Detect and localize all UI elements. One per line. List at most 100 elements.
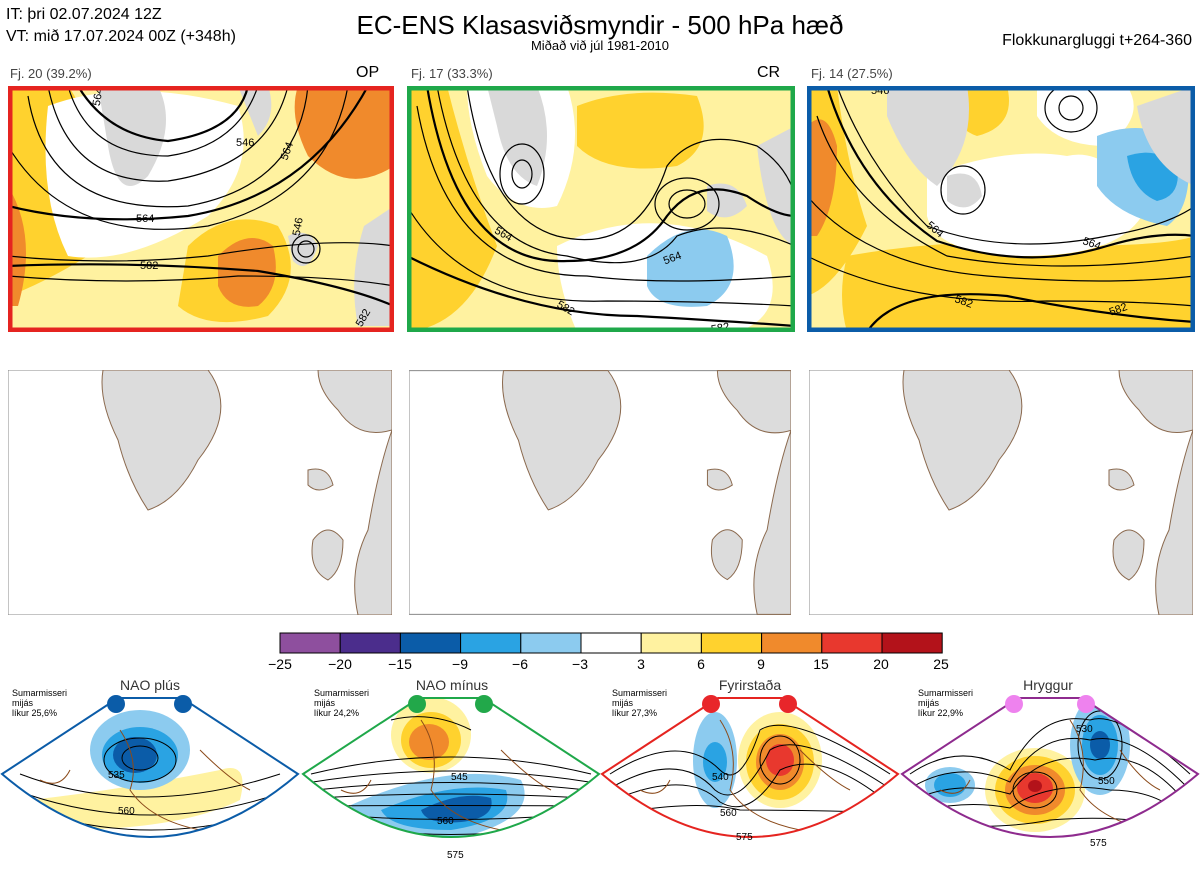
- regime-mean: mijás: [12, 698, 34, 708]
- regime-prob: líkur 24,2%: [314, 708, 360, 718]
- cluster-3-map: 546 564 564 582 582: [807, 86, 1195, 332]
- regime-3-name: Fyrirstaða: [718, 677, 782, 693]
- regime-season: Sumarmisseri: [918, 688, 974, 698]
- regime-1-dot: [107, 695, 125, 713]
- colorbar: [279, 632, 943, 654]
- colorbar-tick: −25: [268, 656, 292, 672]
- colorbar-cell: [339, 632, 401, 654]
- regime-2-dots: [408, 695, 493, 713]
- regime-3-border: [600, 697, 900, 838]
- clustering-window: Flokkunargluggi t+264-360: [1002, 32, 1192, 49]
- colorbar-cell: [881, 632, 943, 654]
- contour-label: 575: [1090, 838, 1107, 849]
- contour-label: 582: [953, 293, 974, 311]
- regime-prob: líkur 27,3%: [612, 708, 658, 718]
- contour-label: 546: [291, 217, 306, 237]
- regime-2-dot: [408, 695, 426, 713]
- regime-1-border: [0, 697, 300, 838]
- regime-4-dot: [1005, 695, 1023, 713]
- contour-label: 540: [712, 772, 729, 783]
- regime-4-dots: [1005, 695, 1095, 713]
- cluster-3-border: [807, 86, 1195, 332]
- regime-3-info: Sumarmisseri mijás líkur 27,3%: [612, 688, 667, 718]
- contour-label: 564: [279, 141, 297, 162]
- regime-1-info: Sumarmisseri mijás líkur 25,6%: [12, 688, 67, 718]
- contour-label: 560: [720, 808, 737, 819]
- page-subtitle: Miðað við júl 1981-2010: [530, 38, 670, 53]
- cluster-1-map: 546 564 564 582 582 546 564: [8, 86, 394, 332]
- contour-label: 564: [91, 87, 106, 107]
- regime-4-border: [900, 697, 1200, 838]
- contour-label: 582: [710, 321, 730, 332]
- colorbar-cell: [520, 632, 582, 654]
- cluster-1-border: [8, 86, 394, 332]
- cluster-2-tag: CR: [757, 64, 781, 81]
- colorbar-cell: [700, 632, 763, 654]
- colorbar-tick: 20: [873, 656, 889, 672]
- colorbar-cell: [821, 632, 883, 654]
- colorbar-cell: [460, 632, 522, 654]
- regime-1-map: 535 560: [0, 697, 300, 838]
- valid-time: VT: mið 17.07.2024 00Z (+348h): [6, 28, 236, 45]
- regime-4-dot: [1077, 695, 1095, 713]
- colorbar-tick: −6: [512, 656, 528, 672]
- cluster-2-border: [407, 86, 795, 332]
- empty-map-2: [409, 370, 791, 615]
- empty-map-1: [8, 370, 392, 615]
- contour-label: 564: [662, 250, 683, 268]
- regime-mean: mijás: [612, 698, 634, 708]
- contour-label: 550: [1098, 776, 1115, 787]
- regime-prob: líkur 25,6%: [12, 708, 58, 718]
- empty-map-3: [809, 370, 1193, 615]
- regime-1-dots: [107, 695, 192, 713]
- colorbar-tick: 3: [637, 656, 645, 672]
- colorbar-tick: −15: [388, 656, 412, 672]
- regime-mean: mijás: [314, 698, 336, 708]
- regime-3-dot: [702, 695, 720, 713]
- colorbar-tick: 9: [757, 656, 765, 672]
- contour-label: 575: [447, 850, 464, 861]
- colorbar-tick: 25: [933, 656, 949, 672]
- colorbar-cell: [279, 632, 341, 654]
- cluster-1-tag: OP: [356, 64, 380, 81]
- contour-label: 564: [1081, 235, 1102, 253]
- contour-label: 560: [118, 806, 135, 817]
- regime-4-map: 530 550 575: [900, 697, 1200, 849]
- regime-prob: líkur 22,9%: [918, 708, 964, 718]
- contour-label: 560: [437, 816, 454, 827]
- regime-2-map: 545 560 575: [301, 697, 601, 861]
- colorbar-tick: −20: [328, 656, 352, 672]
- regime-2-info: Sumarmisseri mijás líkur 24,2%: [314, 688, 369, 718]
- colorbar-cell: [640, 632, 702, 654]
- regime-season: Sumarmisseri: [612, 688, 668, 698]
- contour-label: 575: [736, 832, 753, 843]
- regime-season: Sumarmisseri: [12, 688, 68, 698]
- regime-mean: mijás: [918, 698, 940, 708]
- page-title: EC-ENS Klasasviðsmyndir - 500 hPa hæð: [356, 10, 844, 40]
- cluster-2-map: 564 564 582 582: [407, 86, 795, 332]
- regime-3-dot: [779, 695, 797, 713]
- regime-1-name: NAO plús: [120, 677, 180, 693]
- colorbar-tick: −3: [572, 656, 588, 672]
- colorbar-cell: [761, 632, 823, 654]
- contour-label: 530: [1076, 724, 1093, 735]
- contour-label: 546: [871, 86, 889, 97]
- colorbar-tick: −9: [452, 656, 468, 672]
- cluster-2-label: Fj. 17 (33.3%): [411, 66, 493, 81]
- colorbar-cell: [399, 632, 462, 654]
- regime-2-name: NAO mínus: [415, 677, 489, 693]
- regime-4-name: Hryggur: [1023, 677, 1073, 693]
- contour-label: 546: [236, 137, 254, 149]
- contour-label: 582: [140, 260, 158, 272]
- colorbar-tick: 6: [697, 656, 705, 672]
- regime-3-dots: [702, 695, 797, 713]
- regime-4-info: Sumarmisseri mijás líkur 22,9%: [918, 688, 973, 718]
- regime-2-border: [301, 697, 601, 838]
- run-info: IT: þri 02.07.2024 12Z VT: mið 17.07.202…: [6, 4, 236, 48]
- contour-label: 545: [451, 772, 468, 783]
- contour-label: 535: [108, 770, 125, 781]
- cluster-3-label: Fj. 14 (27.5%): [811, 66, 893, 81]
- contour-label: 582: [1108, 301, 1129, 319]
- regime-1-dot: [174, 695, 192, 713]
- regime-3-map: 540 560 575: [600, 697, 900, 843]
